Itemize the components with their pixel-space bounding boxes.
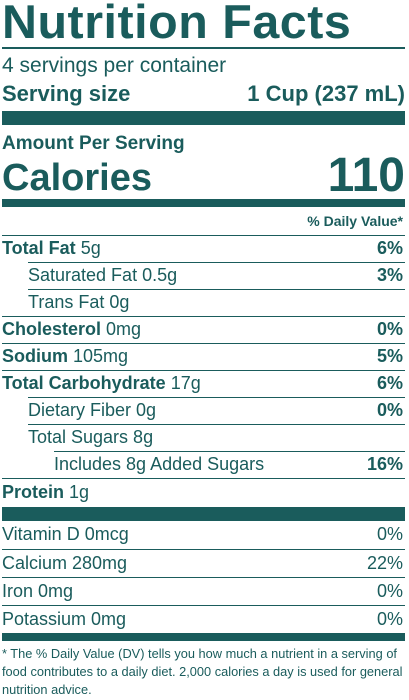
- nutrient-row-sodium: Sodium 105mg 5%: [2, 342, 405, 370]
- nutrient-dv: 6%: [376, 238, 403, 258]
- thick-divider: [2, 110, 405, 125]
- mineral-row-potassium: Potassium 0mg 0%: [2, 604, 405, 633]
- servings-per-container: 4 servings per container: [2, 53, 227, 77]
- nutrient-dv: 3%: [376, 265, 403, 285]
- mineral-label: Calcium 280mg: [2, 552, 128, 573]
- mineral-row-iron: Iron 0mg 0%: [2, 576, 405, 605]
- nutrient-row-trans-fat: Trans Fat 0g: [28, 288, 405, 316]
- nutrient-row-total-fat: Total Fat 5g 6%: [2, 234, 405, 262]
- daily-value-header: % Daily Value*: [307, 212, 403, 229]
- label-title: Nutrition Facts: [2, 0, 352, 48]
- thick-divider: [2, 506, 405, 521]
- serving-size-value: 1 Cup (237 mL): [247, 80, 405, 106]
- nutrient-row-added-sugars: Includes 8g Added Sugars 16%: [54, 450, 405, 478]
- nutrient-label: Protein: [2, 482, 65, 502]
- medium-divider: [2, 632, 405, 641]
- nutrient-label: Total Carbohydrate: [2, 373, 166, 393]
- mineral-row-calcium: Calcium 280mg 22%: [2, 548, 405, 577]
- serving-size-label: Serving size: [2, 80, 131, 106]
- nutrient-amount: 1g: [69, 482, 90, 502]
- mineral-label: Vitamin D 0mcg: [2, 524, 129, 544]
- nutrient-label: Cholesterol: [2, 319, 102, 339]
- mineral-label: Potassium 0mg: [2, 608, 127, 629]
- medium-divider: [2, 198, 405, 207]
- nutrient-dv: 6%: [376, 373, 403, 393]
- nutrient-row-saturated-fat: Saturated Fat 0.5g 3%: [28, 261, 405, 289]
- nutrient-label: Total Sugars 8g: [28, 427, 154, 447]
- nutrient-amount: 17g: [170, 373, 201, 393]
- nutrient-row-total-carbohydrate: Total Carbohydrate 17g 6%: [2, 369, 405, 397]
- mineral-dv: 0%: [376, 608, 403, 629]
- divider: [2, 47, 405, 49]
- amount-per-serving: Amount Per Serving: [2, 132, 185, 154]
- nutrient-dv: 0%: [376, 319, 403, 339]
- nutrient-label: Includes 8g Added Sugars: [54, 454, 265, 474]
- nutrient-amount: 5g: [80, 238, 101, 258]
- mineral-dv: 0%: [376, 524, 403, 544]
- nutrient-amount: 105mg: [73, 346, 129, 366]
- mineral-dv: 22%: [366, 552, 403, 573]
- nutrient-dv: 5%: [376, 346, 403, 366]
- nutrient-row-total-sugars: Total Sugars 8g: [28, 423, 405, 451]
- calories-value: 110: [327, 148, 405, 202]
- nutrient-label: Total Fat: [2, 238, 76, 258]
- nutrient-label: Trans Fat 0g: [28, 292, 130, 312]
- nutrient-label: Saturated Fat 0.5g: [28, 265, 178, 285]
- nutrient-row-dietary-fiber: Dietary Fiber 0g 0%: [28, 396, 405, 424]
- nutrient-amount: 0mg: [106, 319, 142, 339]
- calories-row: Calories 110: [2, 148, 405, 202]
- mineral-label: Iron 0mg: [2, 580, 74, 601]
- calories-label: Calories: [2, 156, 152, 199]
- nutrient-row-cholesterol: Cholesterol 0mg 0%: [2, 315, 405, 343]
- mineral-row-vitamin-d: Vitamin D 0mcg 0%: [2, 521, 405, 549]
- mineral-dv: 0%: [376, 580, 403, 601]
- daily-value-footnote: * The % Daily Value (DV) tells you how m…: [2, 645, 403, 697]
- nutrient-label: Sodium: [2, 346, 68, 366]
- nutrient-dv: 0%: [376, 400, 403, 420]
- serving-size-row: Serving size 1 Cup (237 mL): [2, 79, 405, 109]
- nutrient-row-protein: Protein 1g: [2, 477, 405, 507]
- nutrient-label: Dietary Fiber 0g: [28, 400, 157, 420]
- nutrient-dv: 16%: [366, 454, 403, 474]
